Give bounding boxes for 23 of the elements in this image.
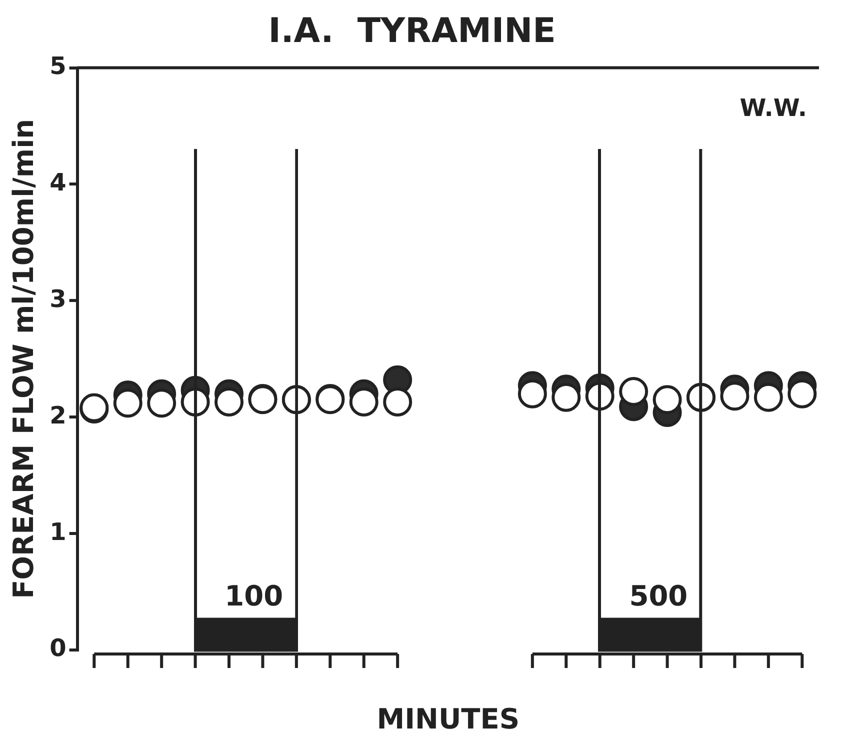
y-tick-label: 0	[50, 634, 66, 662]
point	[518, 379, 547, 408]
point	[349, 387, 378, 416]
y-tick-label: 3	[50, 284, 66, 313]
point	[619, 377, 648, 406]
y-tick-label: 4	[50, 168, 66, 196]
chart-title: I.A. TYRAMINE	[268, 11, 556, 52]
y-axis-title: FOREARM FLOW ml/100ml/min	[7, 118, 40, 599]
y-tick-label: 5	[50, 52, 66, 80]
point	[147, 388, 176, 418]
point	[113, 388, 142, 418]
point	[788, 379, 817, 408]
point	[720, 382, 750, 411]
point	[754, 382, 783, 412]
y-tick-label: 2	[50, 401, 66, 430]
point	[552, 382, 581, 412]
annotation: W.W.	[740, 94, 807, 122]
annotation: 500	[629, 579, 688, 612]
annotation: 100	[224, 579, 284, 612]
y-tick-label: 1	[50, 518, 66, 546]
point	[652, 385, 682, 414]
point	[214, 387, 244, 416]
x-axis-title: MINUTES	[376, 702, 520, 736]
